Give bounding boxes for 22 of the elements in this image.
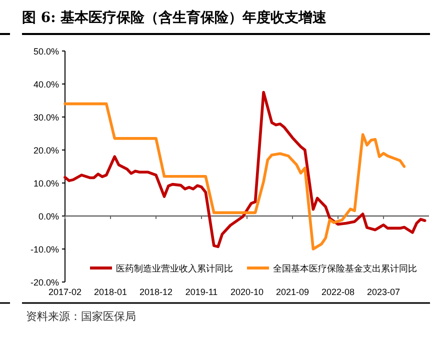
x-tick-label: 2020-10 bbox=[230, 287, 264, 297]
x-tick-label: 2019-11 bbox=[185, 287, 218, 297]
x-tick-label: 2017-02 bbox=[48, 287, 82, 297]
y-tick-label: 50.0% bbox=[33, 46, 59, 56]
x-tick-label: 2018-01 bbox=[94, 287, 128, 297]
legend-item: 全国基本医疗保险基金支出累计同比 bbox=[247, 264, 417, 274]
y-tick-label: 40.0% bbox=[33, 80, 59, 90]
x-tick-label: 2023-07 bbox=[366, 287, 400, 297]
y-tick-label: 20.0% bbox=[33, 146, 59, 156]
legend-label: 医药制造业营业收入累计同比 bbox=[116, 264, 233, 274]
chart-title: 图 6: 基本医疗保险（含生育保险）年度收支增速 bbox=[22, 9, 328, 26]
x-tick-label: 2018-12 bbox=[139, 287, 173, 297]
text: 资料来源：国家医保局 bbox=[26, 310, 136, 323]
x-tick-label: 2022-08 bbox=[321, 287, 355, 297]
y-tick-label: 10.0% bbox=[33, 178, 59, 188]
y-tick-label: -10.0% bbox=[30, 244, 59, 254]
y-tick-label: 30.0% bbox=[33, 112, 59, 122]
x-tick-label: 2021-09 bbox=[276, 287, 310, 297]
y-tick-label: 0.0% bbox=[38, 212, 59, 222]
legend-label: 全国基本医疗保险基金支出累计同比 bbox=[273, 264, 417, 274]
y-tick-label: -20.0% bbox=[30, 278, 59, 288]
legend-item: 医药制造业营业收入累计同比 bbox=[90, 264, 233, 274]
